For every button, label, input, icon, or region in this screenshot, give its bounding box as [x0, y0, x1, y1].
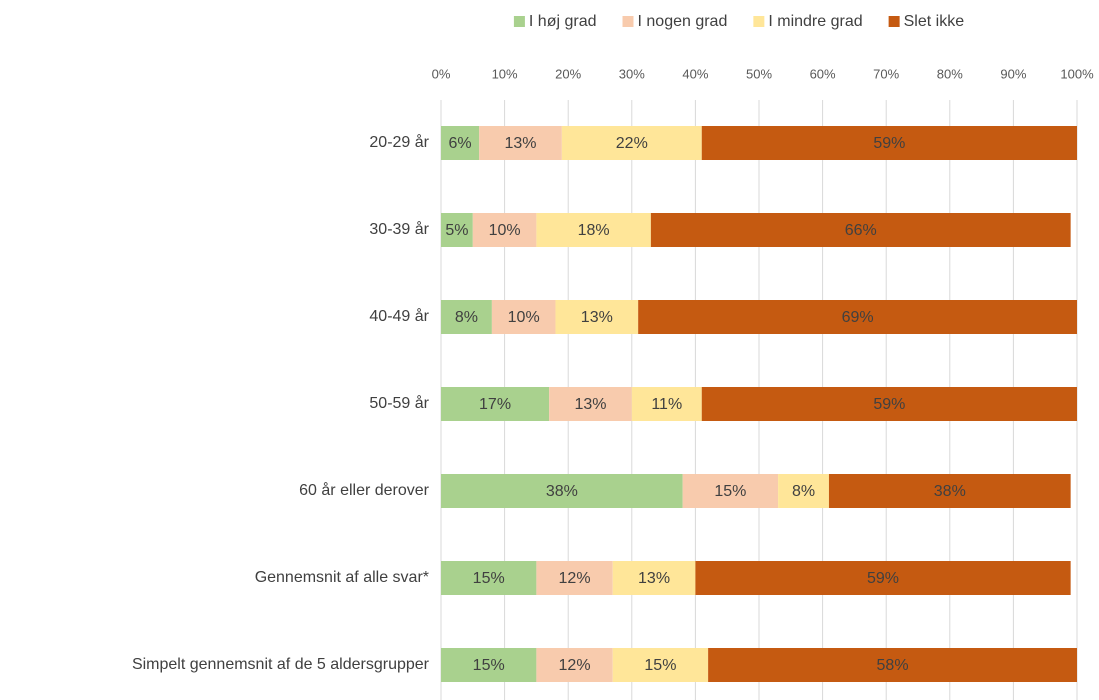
bar-segment	[441, 126, 480, 160]
bar-segment	[612, 561, 696, 595]
bar-segment	[695, 561, 1071, 595]
bar-segment	[479, 126, 562, 160]
x-tick-label: 0%	[432, 66, 451, 81]
bar-segment	[491, 300, 556, 334]
data-label: 10%	[489, 222, 521, 239]
data-label: 38%	[546, 483, 578, 500]
bar-segment	[441, 387, 550, 421]
y-tick-label: Simpelt gennemsnit af de 5 aldersgrupper	[132, 656, 430, 673]
bar-segment	[441, 300, 492, 334]
bar-segment	[778, 474, 829, 508]
data-label: 15%	[644, 657, 676, 674]
bar-segment	[441, 213, 473, 247]
data-label: 13%	[581, 309, 613, 326]
bar-segment	[536, 561, 613, 595]
data-label: 38%	[934, 483, 966, 500]
legend-swatch	[753, 16, 765, 27]
bar-segment	[701, 126, 1077, 160]
y-tick-label: 30-39 år	[369, 220, 429, 238]
data-label: 69%	[842, 309, 874, 326]
legend-label: I nogen grad	[638, 13, 728, 30]
bar-segment	[682, 474, 779, 508]
legend-label: Slet ikke	[904, 13, 965, 30]
y-tick-label: 50-59 år	[369, 394, 429, 412]
data-label: 58%	[877, 657, 909, 674]
bar-segment	[631, 387, 702, 421]
x-tick-label: 50%	[746, 66, 772, 81]
data-label: 15%	[714, 483, 746, 500]
data-label: 8%	[455, 309, 478, 326]
x-tick-label: 30%	[619, 66, 645, 81]
legend-label: I høj grad	[529, 13, 597, 30]
y-tick-label: 40-49 år	[369, 307, 429, 325]
data-label: 15%	[473, 657, 505, 674]
bar-segment	[555, 300, 639, 334]
data-label: 17%	[479, 396, 511, 413]
bar-segment	[441, 474, 683, 508]
data-label: 59%	[873, 135, 905, 152]
y-tick-label: 60 år eller derover	[299, 481, 430, 499]
y-tick-label: Gennemsnit af alle svar*	[255, 569, 429, 586]
bar-segment	[536, 648, 613, 682]
bar-segment	[472, 213, 537, 247]
data-label: 13%	[504, 135, 536, 152]
x-tick-label: 60%	[810, 66, 836, 81]
x-tick-label: 10%	[492, 66, 518, 81]
x-tick-label: 40%	[682, 66, 708, 81]
data-label: 8%	[792, 483, 815, 500]
data-label: 15%	[473, 570, 505, 587]
bar-segment	[536, 213, 651, 247]
x-tick-label: 90%	[1000, 66, 1026, 81]
data-label: 13%	[574, 396, 606, 413]
data-label: 59%	[867, 570, 899, 587]
bar-segment	[441, 561, 537, 595]
data-label: 18%	[578, 222, 610, 239]
data-label: 12%	[559, 657, 591, 674]
x-tick-label: 100%	[1060, 66, 1094, 81]
bar-segment	[828, 474, 1071, 508]
data-label: 10%	[508, 309, 540, 326]
legend-label: I mindre grad	[768, 13, 862, 30]
data-label: 66%	[845, 222, 877, 239]
x-tick-label: 70%	[873, 66, 899, 81]
legend-swatch	[513, 16, 525, 27]
bar-segment	[441, 648, 537, 682]
data-label: 11%	[651, 396, 682, 413]
bar-segment	[708, 648, 1077, 682]
bar-segment	[561, 126, 702, 160]
data-label: 22%	[616, 135, 648, 152]
data-label: 12%	[559, 570, 591, 587]
bar-segment	[612, 648, 709, 682]
data-label: 6%	[449, 135, 472, 152]
legend-swatch	[622, 16, 634, 27]
bar-segment	[549, 387, 632, 421]
data-label: 13%	[638, 570, 670, 587]
bar-segment	[650, 213, 1071, 247]
bar-segment	[701, 387, 1077, 421]
y-tick-label: 20-29 år	[369, 133, 429, 151]
x-tick-label: 80%	[937, 66, 963, 81]
data-label: 59%	[873, 396, 905, 413]
legend-swatch	[888, 16, 900, 27]
data-label: 5%	[445, 222, 468, 239]
bar-segment	[638, 300, 1077, 334]
x-tick-label: 20%	[555, 66, 581, 81]
